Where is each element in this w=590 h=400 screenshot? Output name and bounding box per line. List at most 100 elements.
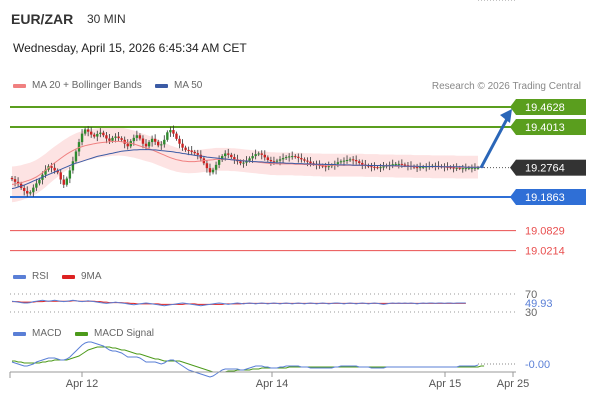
candle-body [239,161,242,164]
candle-body [224,153,227,157]
candle-body [245,160,248,163]
candle-body [77,142,81,152]
candle-body [452,167,455,169]
level-badge-tip-1 [510,119,516,136]
candle-body [251,156,254,159]
level-label-2: 19.2764 [525,163,565,175]
candle-body [418,167,422,169]
candle-body [351,159,355,161]
candle-body [59,172,62,180]
candle-body [415,167,419,169]
research-credit: Research © 2026 Trading Central [431,81,581,92]
candle-body [400,163,404,165]
candle-body [147,142,151,147]
candle-body [263,154,266,158]
candle-body [184,147,187,150]
ma50-line [11,149,485,190]
macd-last-value: -0.00 [525,359,550,371]
legend-ma50-label: MA 50 [174,80,203,91]
candle-body [467,167,471,169]
candle-body [80,133,84,143]
candle-body [132,137,136,142]
x-tick-label-1: Apr 14 [256,378,288,390]
level-label-5: 19.0214 [525,246,565,258]
x-tick-label-3: Apr 25 [497,378,529,390]
legend-macd-signal-label: MACD Signal [94,328,155,339]
legend-rsi: RSI [13,271,49,282]
candle-body [144,143,148,147]
candle-body [260,153,263,155]
macd-line [11,341,479,378]
legend-macd-signal: MACD Signal [75,328,154,339]
candle-body [476,167,480,169]
candle-body [96,133,99,137]
candle-body [449,167,452,169]
candle-body [281,158,285,160]
candle-body [473,167,477,169]
candle-body [379,167,382,169]
candle-body [169,130,172,133]
candle-body [461,168,464,170]
ma50-swatch [155,83,168,88]
candle-body [257,153,260,155]
rsi-tick-30: 30 [525,307,537,319]
candle-body [83,129,87,134]
legend-macd: MACD [13,328,61,339]
candle-body [425,166,428,168]
candle-body [65,178,69,185]
candle-body [74,151,78,162]
candle-body [361,162,364,165]
candle-body [114,136,117,138]
candle-body [294,156,297,158]
candle-body [29,192,32,194]
legend-ma20-label: MA 20 + Bollinger Bands [32,80,142,91]
rsi-swatch [13,274,26,279]
candle-body [370,166,373,168]
candle-body [217,159,221,165]
candle-body [56,170,59,173]
legend-macd-label: MACD [32,328,62,339]
candle-body [403,164,407,166]
candle-body [233,157,236,160]
candle-body [71,161,75,171]
candle-body [44,169,47,175]
candle-body [138,135,142,139]
candle-body [117,136,120,139]
candle-body [93,134,96,137]
level-label-4: 19.0829 [525,226,565,238]
candle-body [141,138,145,144]
candle-body [354,159,358,162]
candle-body [208,168,212,173]
candle-body [266,157,270,160]
candle-body [62,179,65,185]
candle-body [196,153,199,155]
candle-body [412,166,416,168]
candle-body [227,153,230,155]
candle-body [22,187,26,191]
candle-body [397,163,401,165]
level-badge-1 [516,119,586,136]
legend-ma20: MA 20 + Bollinger Bands [13,80,142,91]
candle-body [111,137,114,141]
candle-body [86,129,90,132]
level-label-3: 19.1863 [525,192,565,204]
candle-body [348,159,352,161]
candle-body [172,130,175,134]
rsi-tick-70: 70 [525,289,537,301]
level-badge-3 [516,189,586,205]
candle-body [126,143,129,147]
candle-body [156,141,160,146]
candle-body [373,166,376,168]
candle-body [324,166,327,168]
candle-body [150,138,154,143]
candle-body [53,167,56,171]
legend-rsi-label: RSI [32,271,49,282]
candle-body [300,158,303,160]
pair-title: EUR/ZAR [11,11,74,27]
candle-body [211,169,215,173]
candle-body [230,154,233,158]
candle-body [38,179,41,184]
candle-body [339,161,343,163]
candle-body [135,135,139,138]
candle-body [284,157,288,159]
